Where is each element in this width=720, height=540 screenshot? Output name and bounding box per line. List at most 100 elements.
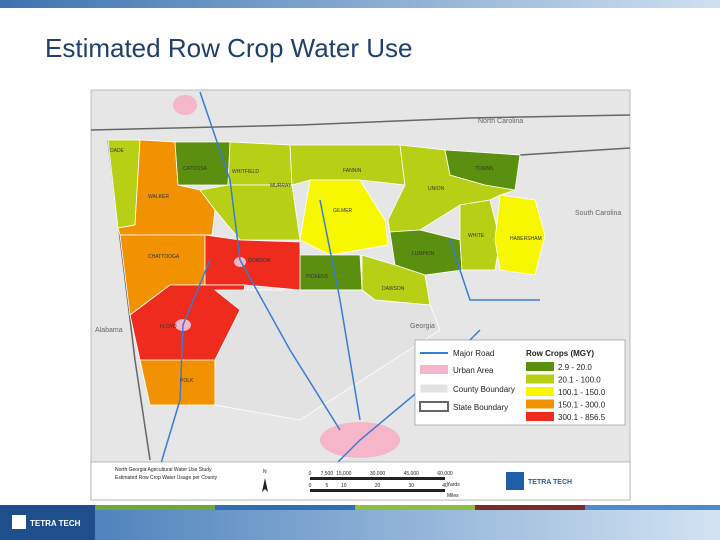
state-label: South Carolina	[575, 210, 621, 217]
top-band	[0, 0, 720, 8]
map-logo: TETRA TECH	[528, 479, 572, 486]
scale-label: 10	[341, 483, 347, 489]
footer-logo: TETRA TECH	[30, 519, 81, 528]
scale-unit: Miles	[447, 493, 459, 499]
major-road	[149, 259, 211, 501]
legend-box	[414, 339, 626, 426]
north-arrow: N	[263, 469, 267, 475]
county-label: FLOYD	[160, 324, 177, 330]
county-label: PICKENS	[306, 274, 329, 280]
scale-label: 30,000	[370, 471, 386, 477]
map-footer-box	[90, 461, 631, 501]
map-footer-title: North Georgia Agricultural Water Use Stu…	[115, 467, 212, 473]
major-road	[199, 91, 341, 431]
legend-classes: 2.9 - 20.0 20.1 - 100.0 100.1 - 150.0 150.1…	[526, 362, 606, 422]
legend: Major Road Urban Area County Boundary St…	[414, 339, 626, 426]
county	[459, 199, 501, 271]
urban-area	[173, 95, 197, 115]
state-boundary	[90, 114, 631, 131]
county	[174, 141, 231, 186]
state-boundary	[519, 147, 631, 156]
legend-label: Major Road	[453, 349, 494, 358]
county-label: WHITFIELD	[232, 169, 259, 175]
county-label: CATOOSA	[183, 166, 208, 172]
legend-swatch	[526, 399, 554, 409]
major-road	[449, 239, 540, 301]
legend-class-label: 2.9 - 20.0	[558, 363, 592, 372]
scale-bar	[310, 489, 445, 492]
legend-swatch	[526, 387, 554, 396]
state-label: Georgia	[410, 323, 435, 330]
county-label: DADE	[110, 148, 125, 154]
county-label: DAWSON	[382, 286, 405, 292]
county	[494, 194, 546, 276]
legend-county	[419, 383, 449, 394]
scale-label: 0	[309, 483, 312, 489]
scale-bar	[310, 477, 445, 480]
footer-stripe	[355, 505, 475, 510]
scale-label: 20	[375, 483, 381, 489]
legend-swatch	[526, 412, 554, 421]
legend-class-label: 300.1 - 856.5	[558, 413, 606, 422]
scale-label: 5	[325, 483, 328, 489]
map-footer: North Georgia Agricultural Water Use Stu…	[90, 461, 631, 501]
map-logo-mark	[506, 472, 524, 490]
county-label: TOWNS	[475, 166, 494, 172]
county-label: MURRAY	[270, 183, 292, 189]
counties	[107, 139, 546, 421]
county-label: WALKER	[148, 194, 169, 200]
county-label: LUMPKIN	[412, 251, 435, 257]
legend-state	[419, 401, 449, 412]
legend-label: County Boundary	[453, 385, 515, 394]
state-label: North Carolina	[478, 118, 523, 125]
map: North Carolina South Carolina Alabama Ge…	[90, 89, 631, 501]
scale-label: 60,000	[437, 471, 453, 477]
scale-label: 0	[309, 471, 312, 477]
legend-class-label: 20.1 - 100.0	[558, 376, 601, 385]
footer-band	[95, 505, 720, 540]
county-label: WHITE	[468, 233, 485, 239]
state-label: Alabama	[95, 327, 123, 334]
legend-label: Urban Area	[453, 366, 494, 375]
county	[444, 149, 521, 191]
slide-title: Estimated Row Crop Water Use	[45, 33, 412, 63]
major-road	[319, 199, 361, 421]
north-arrow-shape	[262, 478, 268, 492]
county	[289, 144, 406, 186]
legend-label: State Boundary	[453, 403, 508, 412]
county-label: GORDON	[248, 258, 271, 264]
footer-stripe	[585, 505, 720, 510]
scale-label: 45,000	[404, 471, 420, 477]
scale-unit: Yards	[447, 482, 460, 488]
scales: 0 7,500 15,000 30,000 45,000 60,000 0 5 10 20 30 40	[309, 471, 453, 489]
scale-label: 40	[442, 483, 448, 489]
county-label: FANNIN	[343, 168, 362, 174]
county-label: CHATTOOGA	[148, 254, 180, 260]
footer-logo-mark	[12, 515, 26, 529]
legend-swatch	[526, 374, 554, 384]
legend-class-label: 150.1 - 300.0	[558, 401, 606, 410]
scale-label: 7,500	[321, 471, 334, 477]
legend-class-label: 100.1 - 150.0	[558, 388, 606, 397]
legend-swatch	[526, 362, 554, 371]
legend-urban	[420, 365, 448, 374]
county	[227, 141, 293, 186]
county-label: GILMER	[333, 208, 353, 214]
footer-stripe	[95, 505, 215, 510]
legend-title: Row Crops (MGY)	[526, 349, 594, 358]
county-label: POLK	[180, 378, 194, 384]
slide-footer: TETRA TECH	[0, 505, 720, 540]
county-label: HABERSHAM	[510, 236, 542, 242]
scale-label: 15,000	[336, 471, 352, 477]
county	[299, 179, 389, 256]
footer-stripe	[215, 505, 355, 510]
county-label: UNION	[428, 186, 445, 192]
county	[299, 254, 363, 291]
scale-label: 30	[408, 483, 414, 489]
county	[139, 359, 216, 406]
county	[213, 289, 441, 421]
footer-stripe	[475, 505, 585, 510]
map-footer-title: Estimated Row Crop Water Usage per Count…	[115, 475, 218, 481]
